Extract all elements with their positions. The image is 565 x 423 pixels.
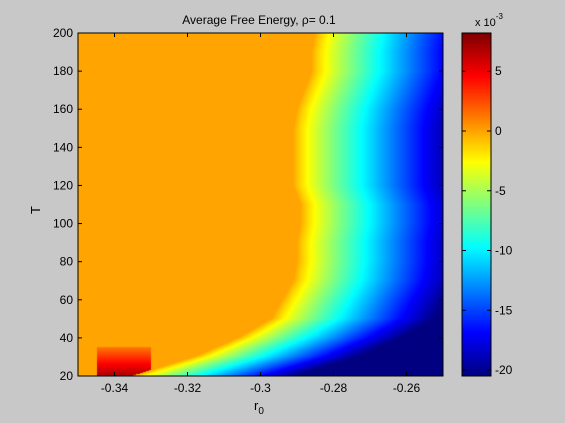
- x-axis-label-main: r: [254, 398, 259, 413]
- x-tick-label: -0.28: [320, 381, 348, 395]
- colorbar-tick-label: -20: [495, 363, 513, 377]
- y-tick-label: 20: [60, 369, 74, 383]
- y-tick-label: 40: [60, 331, 74, 345]
- x-tick-label: -0.3: [250, 381, 271, 395]
- chart-title: Average Free Energy, ρ= 0.1: [182, 13, 336, 27]
- colorbar-tick-label: -15: [495, 303, 513, 317]
- colorbar-gradient: [462, 33, 491, 376]
- colorbar-ticks: -20 -15 -10 -5 0 5: [462, 64, 513, 377]
- y-axis-label: T: [28, 206, 43, 214]
- colorbar-tick-label: 5: [495, 64, 502, 78]
- colorbar: -20 -15 -10 -5 0 5 x 10-3: [461, 12, 513, 377]
- colorbar-exponent-power: -3: [496, 12, 504, 21]
- y-tick-label: 160: [53, 102, 73, 116]
- x-axis: -0.34 -0.32 -0.3 -0.28 -0.26: [101, 33, 421, 395]
- y-tick-label: 200: [53, 26, 73, 40]
- colorbar-exponent-label: x 10-3: [475, 12, 503, 29]
- colorbar-tick-label: -10: [495, 244, 513, 258]
- colorbar-frame: [461, 32, 492, 377]
- heatmap-plot-area: [77, 32, 444, 377]
- y-tick-label: 140: [53, 140, 73, 154]
- x-tick-label: -0.34: [101, 381, 129, 395]
- y-axis: 20 40 60 80 100 120 140 160 180 200: [53, 26, 443, 383]
- colorbar-tick-label: -5: [495, 184, 506, 198]
- y-tick-label: 120: [53, 178, 73, 192]
- y-tick-label: 60: [60, 293, 74, 307]
- x-axis-label-subscript: 0: [258, 406, 264, 417]
- y-tick-label: 180: [53, 64, 73, 78]
- colorbar-exponent-base: x 10: [475, 17, 496, 29]
- x-tick-label: -0.32: [174, 381, 202, 395]
- y-tick-label: 80: [60, 255, 74, 269]
- colorbar-tick-label: 0: [495, 124, 502, 138]
- heatmap-image: [78, 33, 443, 376]
- x-axis-label: r0: [254, 398, 264, 417]
- y-tick-label: 100: [53, 217, 73, 231]
- x-tick-label: -0.26: [393, 381, 421, 395]
